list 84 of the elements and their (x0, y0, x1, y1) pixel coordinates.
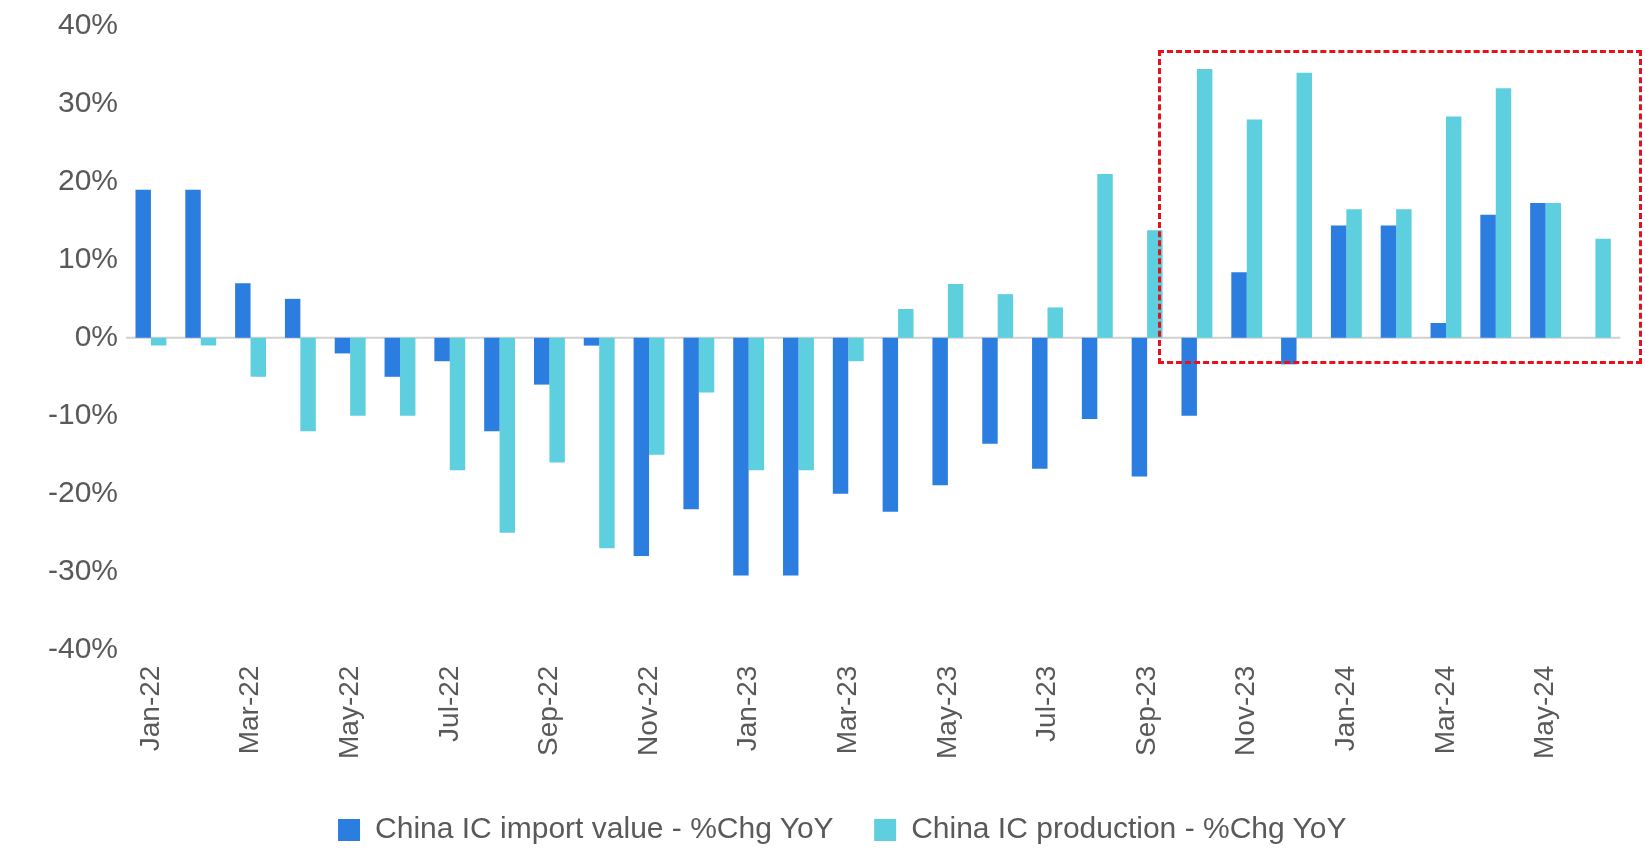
bar (882, 337, 899, 512)
x-tick-label: Jan-22 (133, 665, 165, 752)
bar (683, 337, 699, 510)
bar (1246, 119, 1263, 338)
bar (399, 337, 416, 416)
bar (583, 337, 600, 346)
bar (947, 284, 964, 338)
y-tick-label: 0% (74, 319, 119, 353)
bar (633, 337, 650, 557)
y-tick-label: -10% (47, 397, 119, 431)
bar (250, 337, 266, 377)
bar (1032, 337, 1048, 469)
bar (1281, 337, 1297, 365)
bar (932, 337, 948, 486)
y-tick-label: -20% (47, 474, 119, 508)
bar (1131, 337, 1148, 477)
bar (549, 337, 565, 463)
legend-label: China IC import value - %Chg YoY (375, 811, 834, 845)
x-tick-label: Jan-23 (731, 665, 763, 752)
bar (1081, 337, 1098, 419)
bar (1495, 88, 1512, 338)
bar (384, 337, 400, 377)
bar (1181, 337, 1197, 416)
bar (997, 294, 1014, 338)
x-tick-label: Mar-23 (830, 665, 862, 755)
bar (235, 283, 251, 338)
bar (185, 189, 201, 338)
x-tick-label: Sep-23 (1129, 665, 1161, 756)
x-tick-label: Nov-23 (1229, 665, 1261, 756)
bar (1380, 225, 1397, 338)
bar (698, 337, 715, 393)
bar (982, 337, 998, 444)
bar (748, 337, 765, 471)
x-tick-label: Mar-22 (233, 665, 265, 755)
bar (1231, 272, 1247, 338)
y-tick-label: -30% (47, 552, 119, 586)
bar (1346, 209, 1362, 338)
bar (848, 337, 864, 362)
bar (1330, 225, 1347, 338)
bar (649, 337, 665, 455)
bar (832, 337, 849, 494)
bar (334, 337, 351, 354)
x-tick-label: May-23 (930, 665, 962, 760)
bar (898, 308, 914, 338)
bar (1480, 214, 1496, 338)
y-tick-label: 10% (57, 241, 119, 275)
bar (1047, 307, 1063, 338)
x-tick-label: May-22 (332, 665, 364, 760)
bar (599, 337, 615, 549)
x-tick-label: Mar-24 (1428, 665, 1460, 755)
x-tick-label: Nov-22 (631, 665, 663, 756)
bar (1430, 323, 1446, 338)
y-tick-label: -40% (47, 630, 119, 664)
bar (150, 337, 167, 346)
bar (1545, 202, 1562, 338)
bar (300, 337, 316, 432)
bar (200, 337, 217, 346)
bar (1396, 209, 1412, 338)
bar (449, 337, 466, 471)
bar (135, 189, 151, 338)
bar (1196, 68, 1213, 338)
bar (1530, 202, 1546, 338)
bar (434, 337, 450, 362)
bar (1296, 72, 1312, 338)
bar (484, 337, 500, 432)
bar (1097, 174, 1113, 338)
bar (284, 298, 301, 338)
y-tick-label: 40% (57, 7, 119, 41)
y-tick-label: 30% (57, 85, 119, 119)
x-tick-label: Jul-22 (432, 665, 464, 742)
bar (1595, 238, 1611, 338)
bar (1445, 116, 1462, 338)
y-tick-label: 20% (57, 163, 119, 197)
x-tick-label: May-24 (1528, 665, 1560, 760)
bar (783, 337, 799, 576)
bar (533, 337, 550, 385)
legend-label: China IC production - %Chg YoY (911, 811, 1347, 845)
x-tick-label: Jan-24 (1329, 665, 1361, 752)
bar (798, 337, 814, 471)
bar (733, 337, 749, 576)
bar (499, 337, 516, 533)
x-tick-label: Sep-22 (532, 665, 564, 756)
bar (350, 337, 366, 416)
x-tick-label: Jul-23 (1030, 665, 1062, 742)
